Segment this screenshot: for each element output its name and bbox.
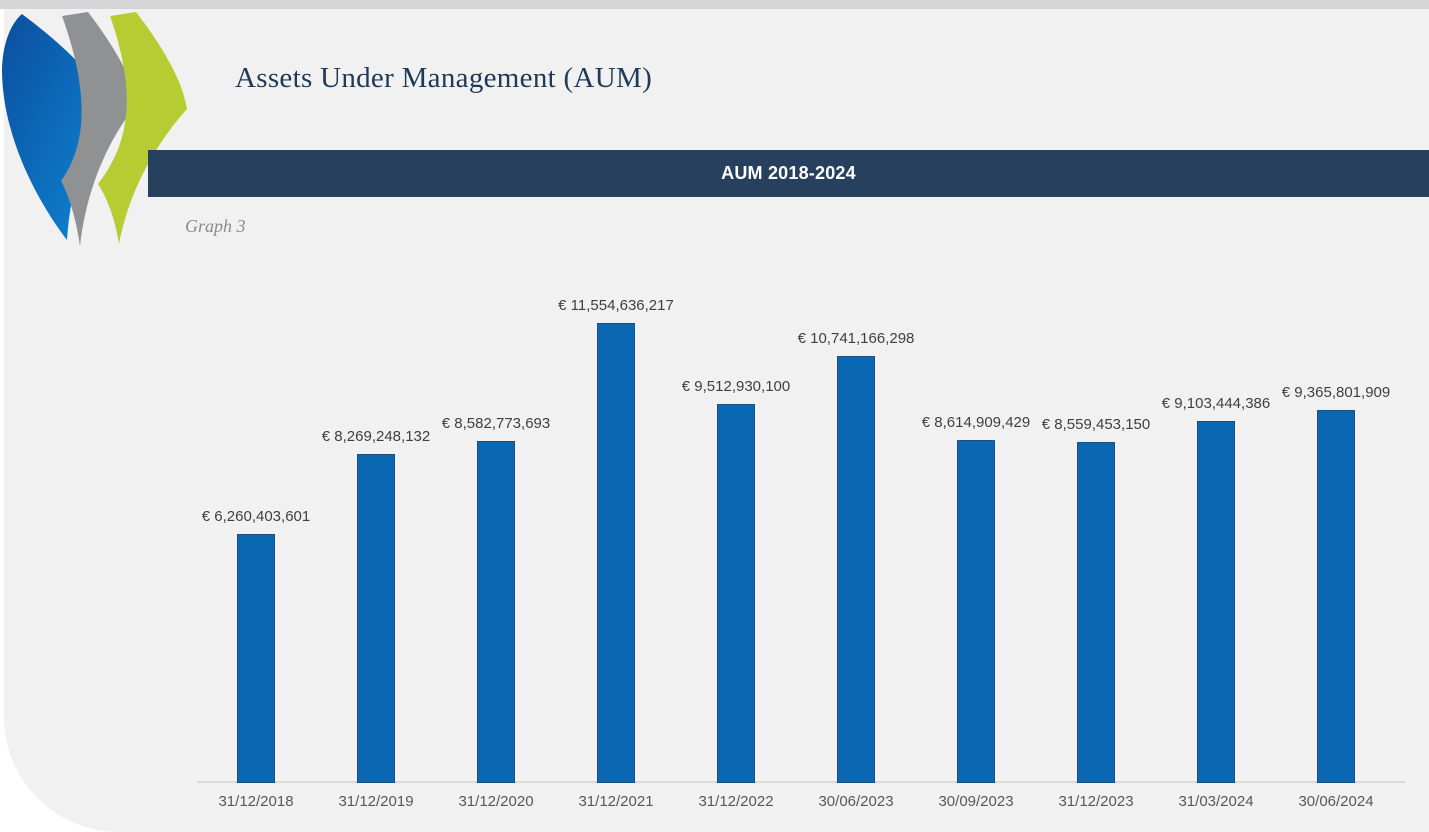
x-axis-tick-label: 31/12/2019 — [338, 793, 414, 810]
bar-value-label: € 8,269,248,132 — [321, 428, 431, 445]
bar-value-label: € 9,512,930,100 — [681, 378, 791, 395]
bar — [1197, 421, 1235, 783]
bar — [357, 454, 395, 783]
bar — [837, 356, 875, 783]
x-axis-tick-label: 31/03/2024 — [1178, 793, 1254, 810]
company-logo — [2, 12, 187, 246]
bar — [477, 441, 515, 783]
top-edge-strip — [0, 0, 1429, 9]
section-banner: AUM 2018-2024 — [148, 150, 1429, 197]
x-axis-tick-label: 30/06/2023 — [818, 793, 894, 810]
bar-value-label: € 6,260,403,601 — [201, 508, 311, 525]
x-axis-tick-label: 30/06/2024 — [1298, 793, 1374, 810]
bar-value-label: € 11,554,636,217 — [558, 297, 674, 314]
bar-value-label: € 8,582,773,693 — [441, 415, 551, 432]
bar-value-label: € 9,365,801,909 — [1281, 384, 1391, 401]
bar — [597, 323, 635, 783]
x-axis-tick-label: 31/12/2023 — [1058, 793, 1134, 810]
x-axis-tick-label: 30/09/2023 — [938, 793, 1014, 810]
x-axis-tick-label: 31/12/2021 — [578, 793, 654, 810]
section-banner-label: AUM 2018-2024 — [721, 163, 856, 183]
x-axis-tick-label: 31/12/2022 — [698, 793, 774, 810]
graph-caption: Graph 3 — [185, 216, 246, 236]
page-title: Assets Under Management (AUM) — [235, 62, 653, 94]
x-axis-line — [197, 781, 1405, 783]
x-axis-tick-label: 31/12/2018 — [218, 793, 294, 810]
bar — [1317, 410, 1355, 783]
bar — [957, 440, 995, 783]
bar — [717, 404, 755, 783]
bar-value-label: € 10,741,166,298 — [797, 330, 915, 347]
bar-value-label: € 9,103,444,386 — [1161, 395, 1271, 412]
logo-green-swoosh-icon — [98, 12, 187, 244]
bar-value-label: € 8,559,453,150 — [1041, 416, 1151, 433]
x-axis-tick-label: 31/12/2020 — [458, 793, 534, 810]
bar — [237, 534, 275, 783]
bar-value-label: € 8,614,909,429 — [921, 414, 1031, 431]
bar — [1077, 442, 1115, 783]
logo-gray-swoosh-icon — [61, 12, 137, 246]
